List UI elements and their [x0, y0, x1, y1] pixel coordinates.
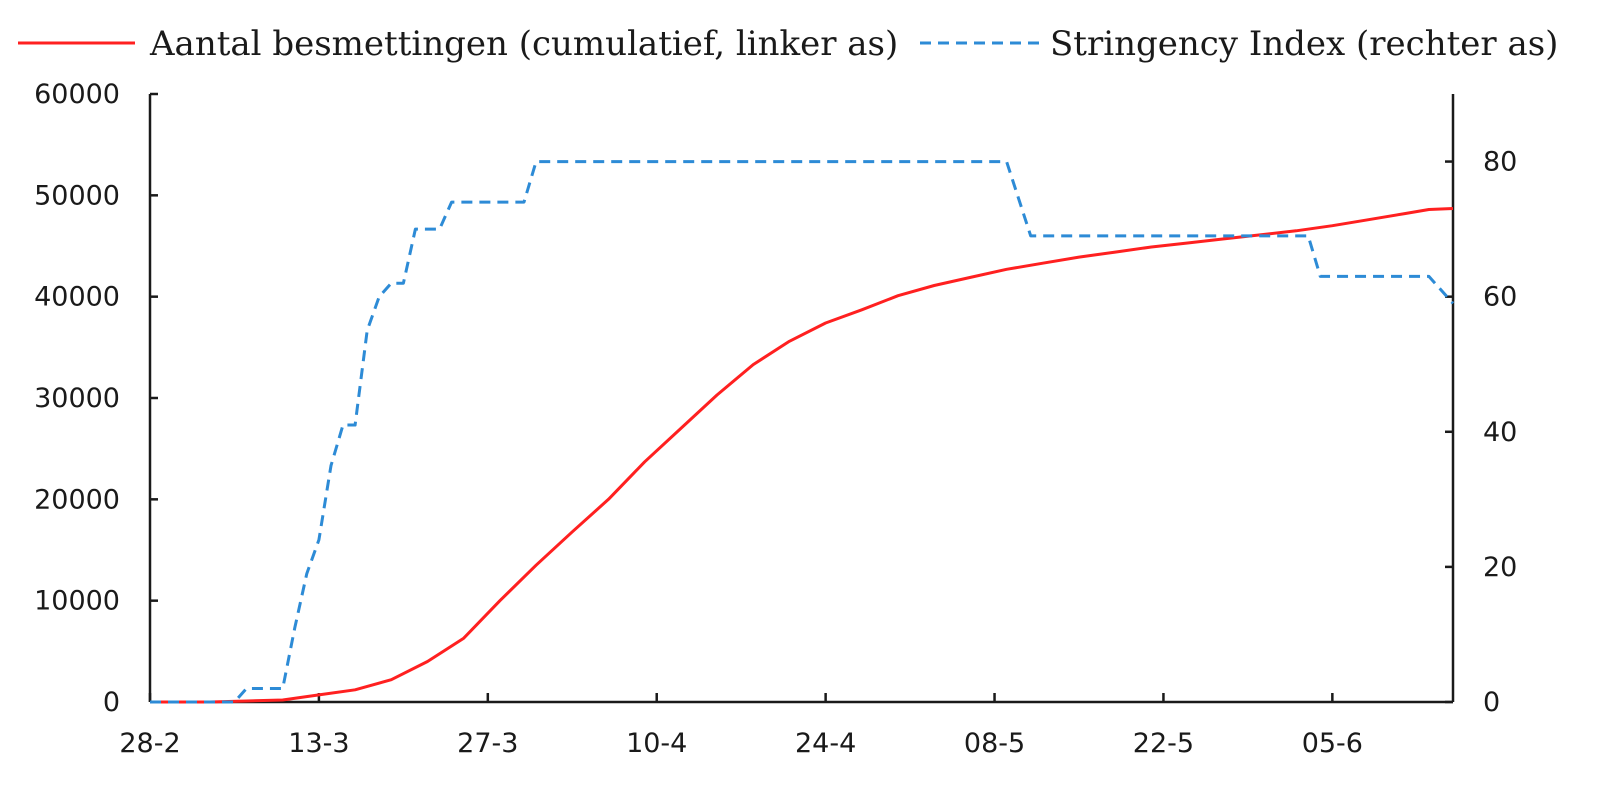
- left-y-tick-label: 10000: [34, 586, 120, 617]
- right-y-ticks: 0 20 40 60 80: [1445, 147, 1517, 718]
- x-tick-label: 22-5: [1133, 728, 1194, 759]
- left-y-tick-label: 0: [103, 687, 120, 718]
- x-tick-label: 24-4: [795, 728, 856, 759]
- series-layer: [150, 160, 1455, 704]
- x-tick-label: 27-3: [457, 728, 518, 759]
- x-tick-label: 08-5: [964, 728, 1025, 759]
- left-y-tick-label: 50000: [34, 180, 120, 211]
- x-tick-label: 13-3: [288, 728, 349, 759]
- x-ticks: 28-2 13-3 27-3 10-4 24-4 08-5 22-5 05-6: [119, 693, 1363, 759]
- right-y-tick-label: 20: [1483, 552, 1517, 583]
- series-line-stringency: [150, 160, 1455, 704]
- left-y-tick-label: 40000: [34, 282, 120, 313]
- left-y-tick-label: 30000: [34, 383, 120, 414]
- left-y-tick-label: 20000: [34, 484, 120, 515]
- left-y-ticks: 0 10000 20000 30000 40000 50000 60000: [34, 79, 158, 718]
- legend: Aantal besmettingen (cumulatief, linker …: [18, 24, 1558, 64]
- right-y-tick-label: 0: [1483, 687, 1500, 718]
- legend-label-stringency: Stringency Index (rechter as): [1050, 24, 1558, 64]
- x-tick-label: 10-4: [626, 728, 687, 759]
- left-y-tick-label: 60000: [34, 79, 120, 110]
- right-y-tick-label: 80: [1483, 147, 1517, 178]
- right-y-tick-label: 40: [1483, 417, 1517, 448]
- x-tick-label: 05-6: [1302, 728, 1363, 759]
- x-tick-label: 28-2: [119, 728, 180, 759]
- right-y-tick-label: 60: [1483, 282, 1517, 313]
- legend-label-infections: Aantal besmettingen (cumulatief, linker …: [149, 24, 898, 64]
- series-line-infections: [150, 207, 1454, 704]
